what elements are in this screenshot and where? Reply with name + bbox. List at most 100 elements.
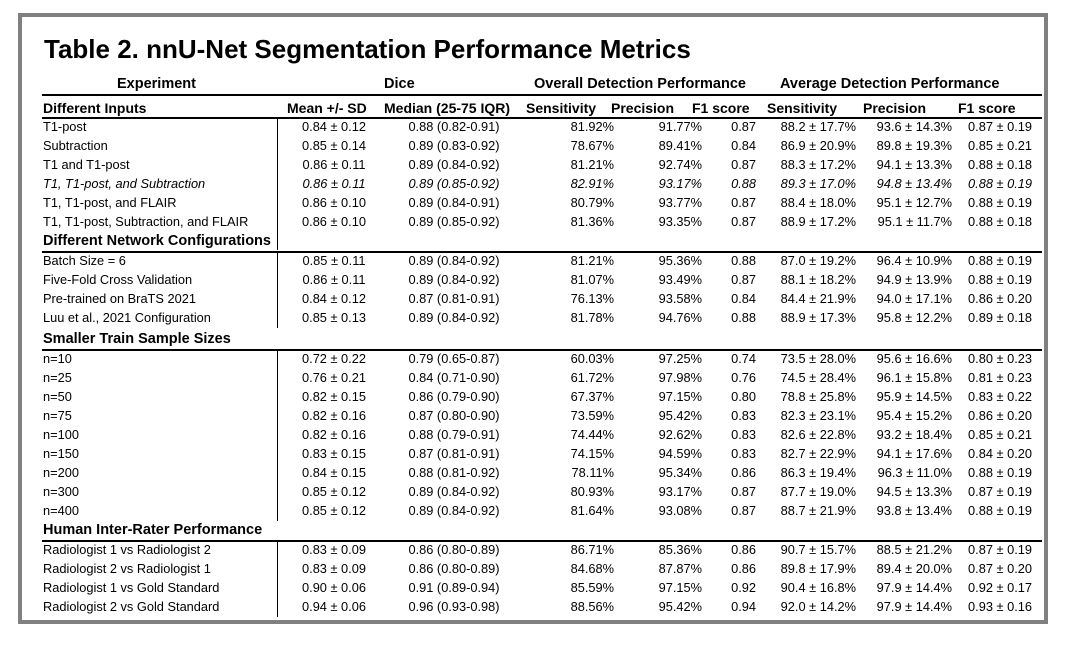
median-iqr-cell: 0.91 (0.89-0.94) [408,580,500,596]
avg-precision-cell: 94.9 ± 13.9% [876,272,952,288]
subheader-median-iqr: Median (25-75 IQR) [384,100,511,116]
avg-precision-cell: 89.4 ± 20.0% [876,561,952,577]
overall-f1-cell: 0.88 [731,310,756,326]
overall-sensitivity-cell: 74.44% [570,427,614,443]
mean-sd-cell: 0.83 ± 0.09 [302,561,366,577]
subheader-different-inputs: Different Inputs [43,100,147,116]
overall-f1-cell: 0.80 [731,389,756,405]
avg-f1-cell: 0.93 ± 0.16 [968,599,1032,615]
row-label: n=100 [43,427,79,443]
avg-precision-cell: 93.2 ± 18.4% [876,427,952,443]
mean-sd-cell: 0.76 ± 0.21 [302,370,366,386]
median-iqr-cell: 0.89 (0.84-0.92) [408,157,500,173]
row-label: T1 and T1-post [43,157,130,173]
avg-f1-cell: 0.86 ± 0.20 [968,291,1032,307]
overall-sensitivity-cell: 81.78% [570,310,614,326]
median-iqr-cell: 0.87 (0.81-0.91) [408,446,500,462]
mean-sd-cell: 0.86 ± 0.11 [302,176,366,192]
table-row: Radiologist 1 vs Radiologist 2 0.83 ± 0.0… [22,542,1044,561]
mean-sd-cell: 0.84 ± 0.15 [302,465,366,481]
avg-f1-cell: 0.81 ± 0.23 [968,370,1032,386]
overall-precision-cell: 92.74% [658,157,702,173]
row-label: Radiologist 1 vs Radiologist 2 [43,542,211,557]
mean-sd-cell: 0.82 ± 0.16 [302,427,366,443]
overall-f1-cell: 0.87 [731,195,756,211]
overall-f1-cell: 0.88 [731,253,756,268]
avg-sensitivity-cell: 90.7 ± 15.7% [780,542,856,557]
avg-sensitivity-cell: 88.7 ± 21.9% [780,503,856,519]
overall-sensitivity-cell: 74.15% [570,446,614,462]
table-row: n=150 0.83 ± 0.15 0.87 (0.81-0.91) 74.15% 94… [22,446,1044,465]
median-iqr-cell: 0.89 (0.85-0.92) [408,214,500,230]
mean-sd-cell: 0.84 ± 0.12 [302,119,366,134]
overall-f1-cell: 0.86 [731,465,756,481]
overall-f1-cell: 0.83 [731,446,756,462]
overall-f1-cell: 0.87 [731,119,756,134]
table-frame: Table 2. nnU-Net Segmentation Performanc… [18,13,1048,624]
table-row: Luu et al., 2021 Configuration 0.85 ± 0.1… [22,310,1044,329]
median-iqr-cell: 0.89 (0.85-0.92) [408,176,500,192]
mean-sd-cell: 0.83 ± 0.15 [302,446,366,462]
avg-f1-cell: 0.88 ± 0.19 [968,176,1032,192]
overall-sensitivity-cell: 61.72% [570,370,614,386]
avg-sensitivity-cell: 84.4 ± 21.9% [780,291,856,307]
overall-precision-cell: 91.77% [658,119,702,134]
median-iqr-cell: 0.88 (0.79-0.91) [408,427,500,443]
label-column-divider [277,118,278,251]
mean-sd-cell: 0.86 ± 0.10 [302,195,366,211]
avg-f1-cell: 0.89 ± 0.18 [968,310,1032,326]
overall-f1-cell: 0.87 [731,484,756,500]
median-iqr-cell: 0.89 (0.84-0.92) [408,484,500,500]
table-row: T1-post 0.84 ± 0.12 0.88 (0.82-0.91) 81.92%… [22,119,1044,138]
mean-sd-cell: 0.90 ± 0.06 [302,580,366,596]
median-iqr-cell: 0.89 (0.83-0.92) [408,138,500,154]
avg-sensitivity-cell: 82.6 ± 22.8% [780,427,856,443]
table-row: Batch Size = 6 0.85 ± 0.11 0.89 (0.84-0.92… [22,253,1044,272]
overall-sensitivity-cell: 76.13% [570,291,614,307]
avg-f1-cell: 0.88 ± 0.19 [968,272,1032,288]
row-label: T1, T1-post, and Subtraction [43,176,206,192]
overall-precision-cell: 97.25% [658,351,702,366]
avg-f1-cell: 0.87 ± 0.19 [968,484,1032,500]
avg-sensitivity-cell: 82.7 ± 22.9% [780,446,856,462]
section-rule [42,540,1042,542]
avg-f1-cell: 0.87 ± 0.19 [968,119,1032,134]
row-label: T1, T1-post, and FLAIR [43,195,177,211]
section-rule [42,349,1042,351]
mean-sd-cell: 0.85 ± 0.14 [302,138,366,154]
avg-f1-cell: 0.88 ± 0.19 [968,465,1032,481]
avg-precision-cell: 97.9 ± 14.4% [876,599,952,615]
overall-sensitivity-cell: 82.91% [570,176,614,192]
row-label: T1, T1-post, Subtraction, and FLAIR [43,214,249,230]
label-column-divider [277,350,278,522]
overall-f1-cell: 0.84 [731,291,756,307]
table-row: T1, T1-post, and FLAIR 0.86 ± 0.10 0.89 (0… [22,195,1044,214]
overall-f1-cell: 0.83 [731,408,756,424]
avg-sensitivity-cell: 82.3 ± 23.1% [780,408,856,424]
mean-sd-cell: 0.85 ± 0.13 [302,310,366,326]
avg-precision-cell: 95.8 ± 12.2% [876,310,952,326]
subheader-avg-precision: Precision [863,100,927,116]
median-iqr-cell: 0.87 (0.80-0.90) [408,408,500,424]
overall-precision-cell: 94.59% [658,446,702,462]
overall-sensitivity-cell: 80.79% [570,195,614,211]
avg-sensitivity-cell: 88.3 ± 17.2% [780,157,856,173]
row-label: Batch Size = 6 [43,253,126,268]
table-row: n=100 0.82 ± 0.16 0.88 (0.79-0.91) 74.44% 92… [22,427,1044,446]
avg-sensitivity-cell: 88.9 ± 17.3% [780,310,856,326]
header-experiment: Experiment [117,76,196,92]
overall-precision-cell: 95.36% [658,253,702,268]
subheader-overall-f1: F1 score [692,100,750,116]
overall-precision-cell: 92.62% [658,427,702,443]
overall-precision-cell: 93.77% [658,195,702,211]
section-title: Human Inter-Rater Performance [43,522,263,538]
overall-sensitivity-cell: 73.59% [570,408,614,424]
mean-sd-cell: 0.72 ± 0.22 [302,351,366,366]
row-label: Pre-trained on BraTS 2021 [43,291,196,307]
overall-f1-cell: 0.87 [731,503,756,519]
avg-precision-cell: 95.6 ± 16.6% [876,351,952,366]
table-row: n=200 0.84 ± 0.15 0.88 (0.81-0.92) 78.11% 95… [22,465,1044,484]
avg-f1-cell: 0.87 ± 0.20 [968,561,1032,577]
avg-sensitivity-cell: 78.8 ± 25.8% [780,389,856,405]
mean-sd-cell: 0.86 ± 0.11 [302,157,366,173]
